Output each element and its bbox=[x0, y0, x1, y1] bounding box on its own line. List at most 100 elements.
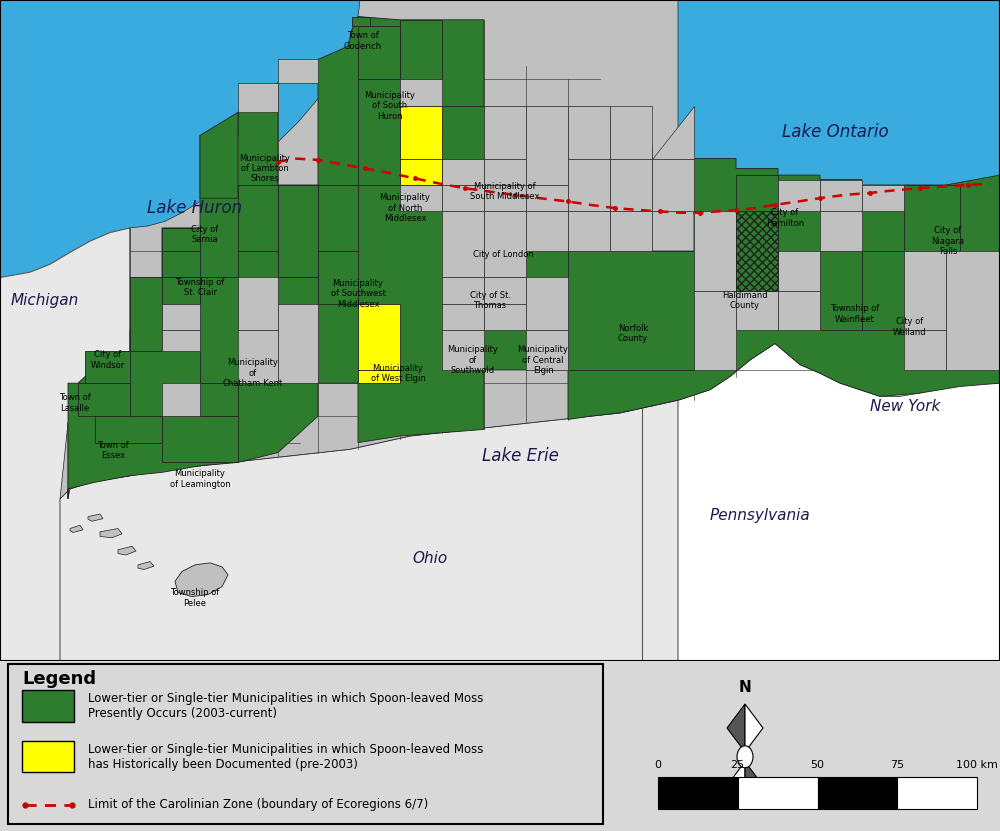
Polygon shape bbox=[238, 330, 278, 383]
Polygon shape bbox=[400, 132, 442, 159]
Polygon shape bbox=[736, 211, 778, 291]
Polygon shape bbox=[736, 211, 778, 291]
Text: Municipality
of South
Huron: Municipality of South Huron bbox=[365, 91, 415, 120]
Text: Haldimand
County: Haldimand County bbox=[722, 291, 768, 310]
Polygon shape bbox=[200, 278, 318, 383]
Bar bbox=[818, 777, 897, 809]
Polygon shape bbox=[484, 304, 526, 330]
Polygon shape bbox=[400, 20, 442, 79]
Polygon shape bbox=[526, 106, 568, 185]
Polygon shape bbox=[352, 17, 370, 27]
Polygon shape bbox=[278, 60, 318, 82]
Polygon shape bbox=[60, 343, 775, 661]
Polygon shape bbox=[862, 251, 904, 330]
Polygon shape bbox=[200, 383, 238, 416]
Polygon shape bbox=[652, 106, 694, 159]
Polygon shape bbox=[652, 159, 694, 211]
Text: Norfolk
County: Norfolk County bbox=[618, 324, 648, 343]
Polygon shape bbox=[318, 251, 358, 304]
Text: Limit of the Carolinian Zone (boundary of Ecoregions 6/7): Limit of the Carolinian Zone (boundary o… bbox=[88, 798, 428, 811]
Text: Municipality
of
Southwold: Municipality of Southwold bbox=[448, 345, 498, 375]
Text: Pennsylvania: Pennsylvania bbox=[710, 508, 810, 523]
Text: Municipality
of West Elgin: Municipality of West Elgin bbox=[371, 364, 425, 383]
Polygon shape bbox=[568, 159, 610, 211]
Polygon shape bbox=[278, 304, 318, 383]
Polygon shape bbox=[526, 278, 568, 330]
Polygon shape bbox=[778, 251, 820, 291]
Polygon shape bbox=[0, 0, 360, 278]
Polygon shape bbox=[484, 185, 526, 211]
Polygon shape bbox=[138, 562, 154, 569]
Bar bbox=[897, 777, 977, 809]
FancyBboxPatch shape bbox=[22, 691, 74, 722]
Polygon shape bbox=[60, 0, 1000, 499]
Polygon shape bbox=[442, 159, 484, 185]
Polygon shape bbox=[400, 106, 442, 159]
Polygon shape bbox=[610, 106, 652, 159]
Polygon shape bbox=[162, 416, 238, 462]
FancyBboxPatch shape bbox=[8, 664, 603, 824]
Polygon shape bbox=[484, 159, 526, 185]
Polygon shape bbox=[820, 179, 862, 211]
Polygon shape bbox=[400, 106, 442, 132]
Polygon shape bbox=[78, 383, 130, 416]
Polygon shape bbox=[904, 251, 946, 330]
Polygon shape bbox=[694, 291, 736, 370]
Text: Lake Ontario: Lake Ontario bbox=[782, 123, 888, 141]
Polygon shape bbox=[95, 416, 162, 443]
Text: 0: 0 bbox=[654, 760, 661, 770]
Polygon shape bbox=[442, 278, 484, 304]
Text: New York: New York bbox=[870, 399, 940, 414]
Polygon shape bbox=[162, 383, 200, 416]
Text: Lake Erie: Lake Erie bbox=[482, 447, 558, 465]
Polygon shape bbox=[484, 278, 526, 304]
Text: Town of
Lasalle: Town of Lasalle bbox=[59, 393, 91, 413]
Polygon shape bbox=[238, 304, 278, 330]
Polygon shape bbox=[238, 185, 278, 251]
Polygon shape bbox=[946, 251, 1000, 370]
Polygon shape bbox=[318, 185, 358, 251]
Polygon shape bbox=[358, 27, 400, 79]
Polygon shape bbox=[130, 278, 162, 352]
Text: City of
Niagara
Falls: City of Niagara Falls bbox=[932, 226, 964, 256]
Polygon shape bbox=[820, 211, 862, 251]
Text: 75: 75 bbox=[890, 760, 904, 770]
Polygon shape bbox=[358, 79, 400, 185]
Polygon shape bbox=[400, 132, 442, 185]
Polygon shape bbox=[678, 0, 1000, 219]
FancyBboxPatch shape bbox=[22, 740, 74, 772]
Text: Michigan: Michigan bbox=[11, 293, 79, 308]
Text: Lower-tier or Single-tier Municipalities in which Spoon-leaved Moss
has Historic: Lower-tier or Single-tier Municipalities… bbox=[88, 743, 483, 770]
Text: Municipality
of Southwest
Middlesex: Municipality of Southwest Middlesex bbox=[331, 279, 385, 309]
Polygon shape bbox=[610, 211, 652, 251]
Text: Municipality
of Lambton
Shores: Municipality of Lambton Shores bbox=[240, 154, 290, 184]
Polygon shape bbox=[400, 185, 442, 211]
Text: City of
Welland: City of Welland bbox=[893, 317, 927, 337]
Polygon shape bbox=[162, 330, 200, 352]
Polygon shape bbox=[400, 159, 442, 185]
Text: City of
Sarnia: City of Sarnia bbox=[191, 225, 219, 244]
Polygon shape bbox=[400, 79, 442, 106]
Polygon shape bbox=[358, 370, 400, 383]
Text: Township of
Wainfleet: Township of Wainfleet bbox=[830, 304, 880, 323]
Polygon shape bbox=[200, 112, 238, 199]
Polygon shape bbox=[568, 106, 610, 159]
Text: City of
Windsor: City of Windsor bbox=[91, 351, 125, 370]
Polygon shape bbox=[727, 761, 745, 809]
Polygon shape bbox=[85, 352, 130, 383]
Bar bbox=[658, 777, 738, 809]
Polygon shape bbox=[778, 291, 820, 330]
Polygon shape bbox=[484, 211, 526, 278]
Polygon shape bbox=[568, 211, 610, 251]
Polygon shape bbox=[736, 211, 778, 251]
Text: Lower-tier or Single-tier Municipalities in which Spoon-leaved Moss
Presently Oc: Lower-tier or Single-tier Municipalities… bbox=[88, 692, 483, 720]
Text: Ohio: Ohio bbox=[412, 551, 448, 566]
Polygon shape bbox=[862, 185, 904, 211]
Polygon shape bbox=[736, 291, 778, 330]
Text: Township of
St. Clair: Township of St. Clair bbox=[175, 278, 225, 297]
Polygon shape bbox=[745, 761, 763, 809]
Circle shape bbox=[737, 746, 753, 768]
Polygon shape bbox=[100, 529, 122, 538]
Polygon shape bbox=[484, 106, 526, 159]
Polygon shape bbox=[442, 185, 484, 211]
